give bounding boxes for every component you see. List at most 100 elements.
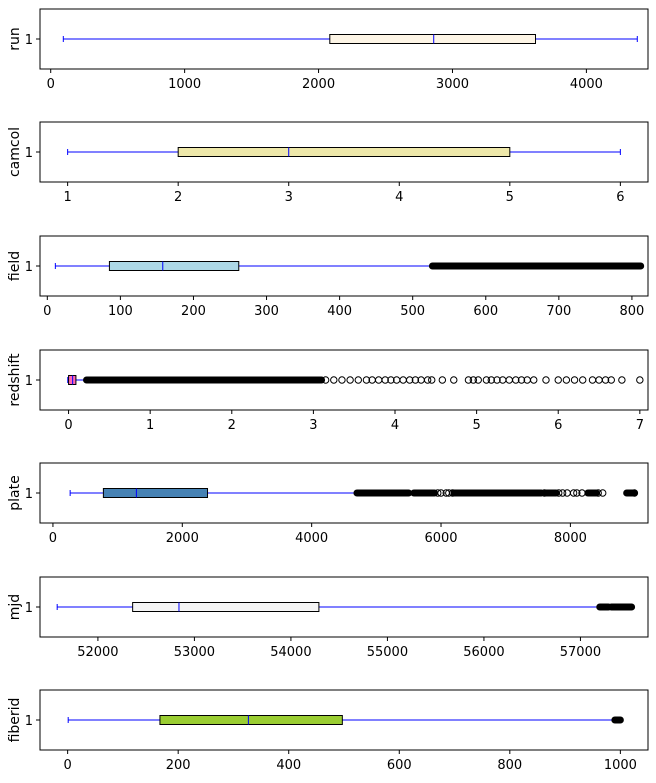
x-tick-label: 6 [554, 418, 562, 433]
x-tick-label: 0 [63, 758, 71, 773]
y-axis-label: camcol [7, 127, 23, 177]
subplot-run: run 1 0 1000 2000 3000 4000 [7, 8, 649, 92]
outlier-point [555, 489, 563, 497]
outlier-point [542, 376, 550, 384]
x-tick-label: 2000 [166, 531, 199, 546]
outlier-point [445, 489, 453, 497]
x-tick-label: 1000 [604, 758, 637, 773]
outlier-point [573, 489, 581, 497]
x-tick-label: 0 [43, 304, 51, 319]
outlier-point [399, 376, 407, 384]
outlier-band [623, 489, 638, 497]
outlier-band [584, 489, 600, 497]
x-tick-label: 200 [181, 304, 206, 319]
x-tick-label: 2 [174, 190, 182, 205]
outlier-point [595, 376, 603, 384]
outlier-point [530, 376, 538, 384]
y-axis-label: fiberid [7, 698, 23, 743]
outlier-point [594, 489, 602, 497]
outlier-point [578, 489, 586, 497]
x-tick-label: 500 [400, 304, 425, 319]
outlier-band [596, 603, 612, 611]
outlier-point [505, 376, 513, 384]
x-tick-label: 3 [309, 418, 317, 433]
x-tick-label: 0 [64, 418, 72, 433]
outlier-point [517, 376, 526, 384]
iqr-box [329, 34, 537, 44]
x-tick-label: 4000 [570, 77, 603, 92]
outlier-point [354, 376, 362, 384]
x-tick-label: 400 [327, 304, 352, 319]
outlier-point [405, 376, 414, 384]
iqr-box [159, 715, 343, 725]
x-tick-label: 1 [146, 418, 154, 433]
outlier-point [482, 376, 491, 384]
iqr-box [132, 602, 320, 612]
x-tick-label: 3000 [436, 77, 469, 92]
x-tick-label: 8000 [554, 531, 587, 546]
x-tick-label: 600 [473, 304, 498, 319]
x-tick-label: 5 [506, 190, 514, 205]
outlier-point [330, 376, 338, 384]
outlier-point [563, 489, 571, 497]
outlier-point [381, 376, 389, 384]
x-tick-label: 52000 [77, 645, 118, 660]
y-axis-label: plate [7, 475, 23, 510]
outlier-point [387, 376, 395, 384]
x-tick-label: 6 [616, 190, 624, 205]
x-tick-label: 3 [285, 190, 293, 205]
y-tick-label: 1 [25, 487, 33, 502]
outlier-point [562, 376, 571, 384]
y-tick-label: 1 [25, 146, 33, 161]
x-tick-label: 4 [391, 418, 399, 433]
outlier-band [410, 489, 439, 497]
outlier-point [423, 376, 432, 384]
x-tick-label: 55000 [367, 645, 408, 660]
subplot-plate: plate 1 0 2000 4000 6000 8000 [7, 462, 649, 546]
x-tick-label: 4000 [295, 531, 328, 546]
x-tick-label: 2000 [302, 77, 335, 92]
subplot-fiberid: fiberid 1 0 200 400 600 800 1000 [7, 689, 649, 773]
x-tick-label: 5 [472, 418, 480, 433]
outlier-point [464, 376, 473, 384]
outlier-point [493, 376, 501, 384]
outlier-point [362, 376, 371, 384]
outlier-band [607, 603, 636, 611]
outlier-point [599, 489, 607, 497]
outlier-point [601, 376, 610, 384]
outlier-point [321, 376, 330, 384]
outlier-point [554, 376, 562, 384]
iqr-box [108, 261, 240, 271]
outlier-point [438, 376, 447, 384]
x-tick-label: 7 [636, 418, 644, 433]
outlier-band [611, 716, 624, 724]
x-tick-label: 800 [497, 758, 522, 773]
y-axis-label: mjd [7, 594, 23, 620]
outlier-point [630, 489, 639, 497]
outlier-point [607, 376, 615, 384]
outlier-point [618, 376, 626, 384]
x-tick-label: 57000 [560, 645, 601, 660]
outlier-point [437, 489, 445, 497]
y-tick-label: 1 [25, 374, 33, 389]
outlier-point [487, 376, 496, 384]
outlier-band [450, 489, 545, 497]
outlier-point [469, 376, 478, 384]
y-tick-label: 1 [25, 714, 33, 729]
iqr-box [102, 488, 209, 498]
x-tick-label: 0 [47, 77, 55, 92]
outlier-point [540, 489, 549, 497]
x-tick-label: 54000 [270, 645, 311, 660]
x-tick-label: 2 [228, 418, 236, 433]
iqr-box [177, 147, 511, 157]
outlier-point [428, 376, 436, 384]
x-tick-label: 4 [395, 190, 403, 205]
x-tick-label: 600 [387, 758, 412, 773]
y-tick-label: 1 [25, 601, 33, 616]
x-tick-label: 56000 [463, 645, 504, 660]
outlier-point [374, 376, 383, 384]
y-axis-label: run [7, 27, 23, 51]
y-axis-label: field [7, 251, 23, 281]
subplot-redshift: redshift 10 1 2 3 4 5 6 7 [7, 349, 649, 433]
